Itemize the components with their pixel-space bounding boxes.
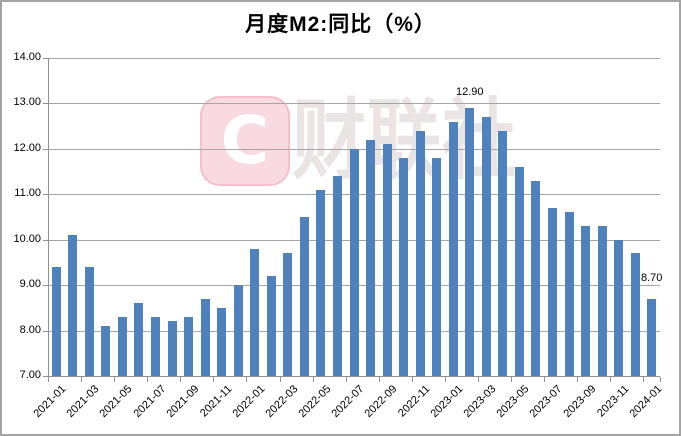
x-tick [180, 377, 182, 382]
y-tick-label: 8.00 [19, 323, 41, 336]
x-tick [411, 377, 413, 382]
bar [316, 189, 326, 376]
y-tick [43, 239, 48, 241]
x-tick [610, 377, 612, 382]
x-tick [81, 377, 83, 382]
y-tick [43, 103, 48, 105]
bar [481, 117, 491, 376]
y-tick-label: 9.00 [19, 278, 41, 291]
bar [217, 307, 227, 376]
x-tick [478, 377, 480, 382]
x-tick [444, 377, 446, 382]
watermark-logo-icon: C [200, 96, 290, 186]
y-tick [43, 376, 48, 377]
y-axis-line [48, 58, 49, 377]
y-tick [43, 285, 48, 287]
bar [184, 316, 194, 376]
gridline [48, 103, 660, 105]
bar [614, 239, 624, 376]
x-tick [213, 377, 215, 382]
bar [581, 226, 591, 376]
bar [630, 253, 640, 376]
bar [597, 226, 607, 376]
bar [382, 144, 392, 376]
x-tick [114, 377, 116, 382]
bar [151, 316, 160, 376]
bar [399, 157, 409, 376]
bar [366, 139, 376, 376]
x-tick [643, 377, 645, 382]
bar [332, 176, 342, 376]
bar [432, 157, 442, 376]
y-tick [43, 330, 48, 332]
y-tick-label: 10.00 [13, 232, 41, 245]
x-tick [279, 377, 281, 382]
watermark-logo-letter: C [220, 102, 270, 179]
bar [134, 303, 144, 376]
y-tick [43, 148, 48, 150]
y-tick-label: 11.00 [14, 187, 41, 200]
y-tick-label: 14.00 [13, 51, 41, 63]
y-tick-label: 13.00 [13, 96, 41, 109]
bar [200, 298, 210, 376]
bar [531, 180, 541, 376]
x-tick [544, 377, 546, 382]
bar [349, 148, 359, 376]
bar [547, 207, 557, 376]
x-tick [660, 377, 661, 382]
gridline [48, 376, 660, 377]
data-label: 12.90 [456, 85, 484, 98]
bar [266, 276, 276, 376]
bar [84, 266, 94, 376]
bar [564, 212, 574, 376]
bar [167, 321, 177, 376]
y-tick-label: 7.00 [19, 369, 41, 381]
x-tick [147, 377, 149, 382]
bar [514, 167, 524, 376]
bar [51, 266, 61, 376]
data-label: 8.70 [641, 271, 663, 284]
x-tick [511, 377, 513, 382]
bar [233, 285, 243, 376]
bar [101, 326, 111, 376]
bar [250, 248, 260, 376]
bar [415, 130, 425, 376]
x-tick [577, 377, 579, 382]
gridline [48, 58, 660, 59]
bar [283, 253, 293, 376]
chart-title: 月度M2:同比（%） [245, 13, 436, 36]
bar [498, 130, 508, 376]
x-tick [345, 377, 347, 382]
bar [68, 235, 78, 376]
bar [299, 217, 309, 376]
bar [647, 298, 657, 376]
x-tick [378, 377, 380, 382]
y-tick-label: 12.00 [13, 141, 41, 154]
y-tick [43, 194, 48, 196]
x-tick [246, 377, 248, 382]
bar [465, 107, 475, 376]
y-tick [43, 58, 48, 59]
bar [448, 121, 458, 376]
x-tick [312, 377, 314, 382]
x-tick [48, 377, 49, 382]
bar [117, 316, 127, 376]
